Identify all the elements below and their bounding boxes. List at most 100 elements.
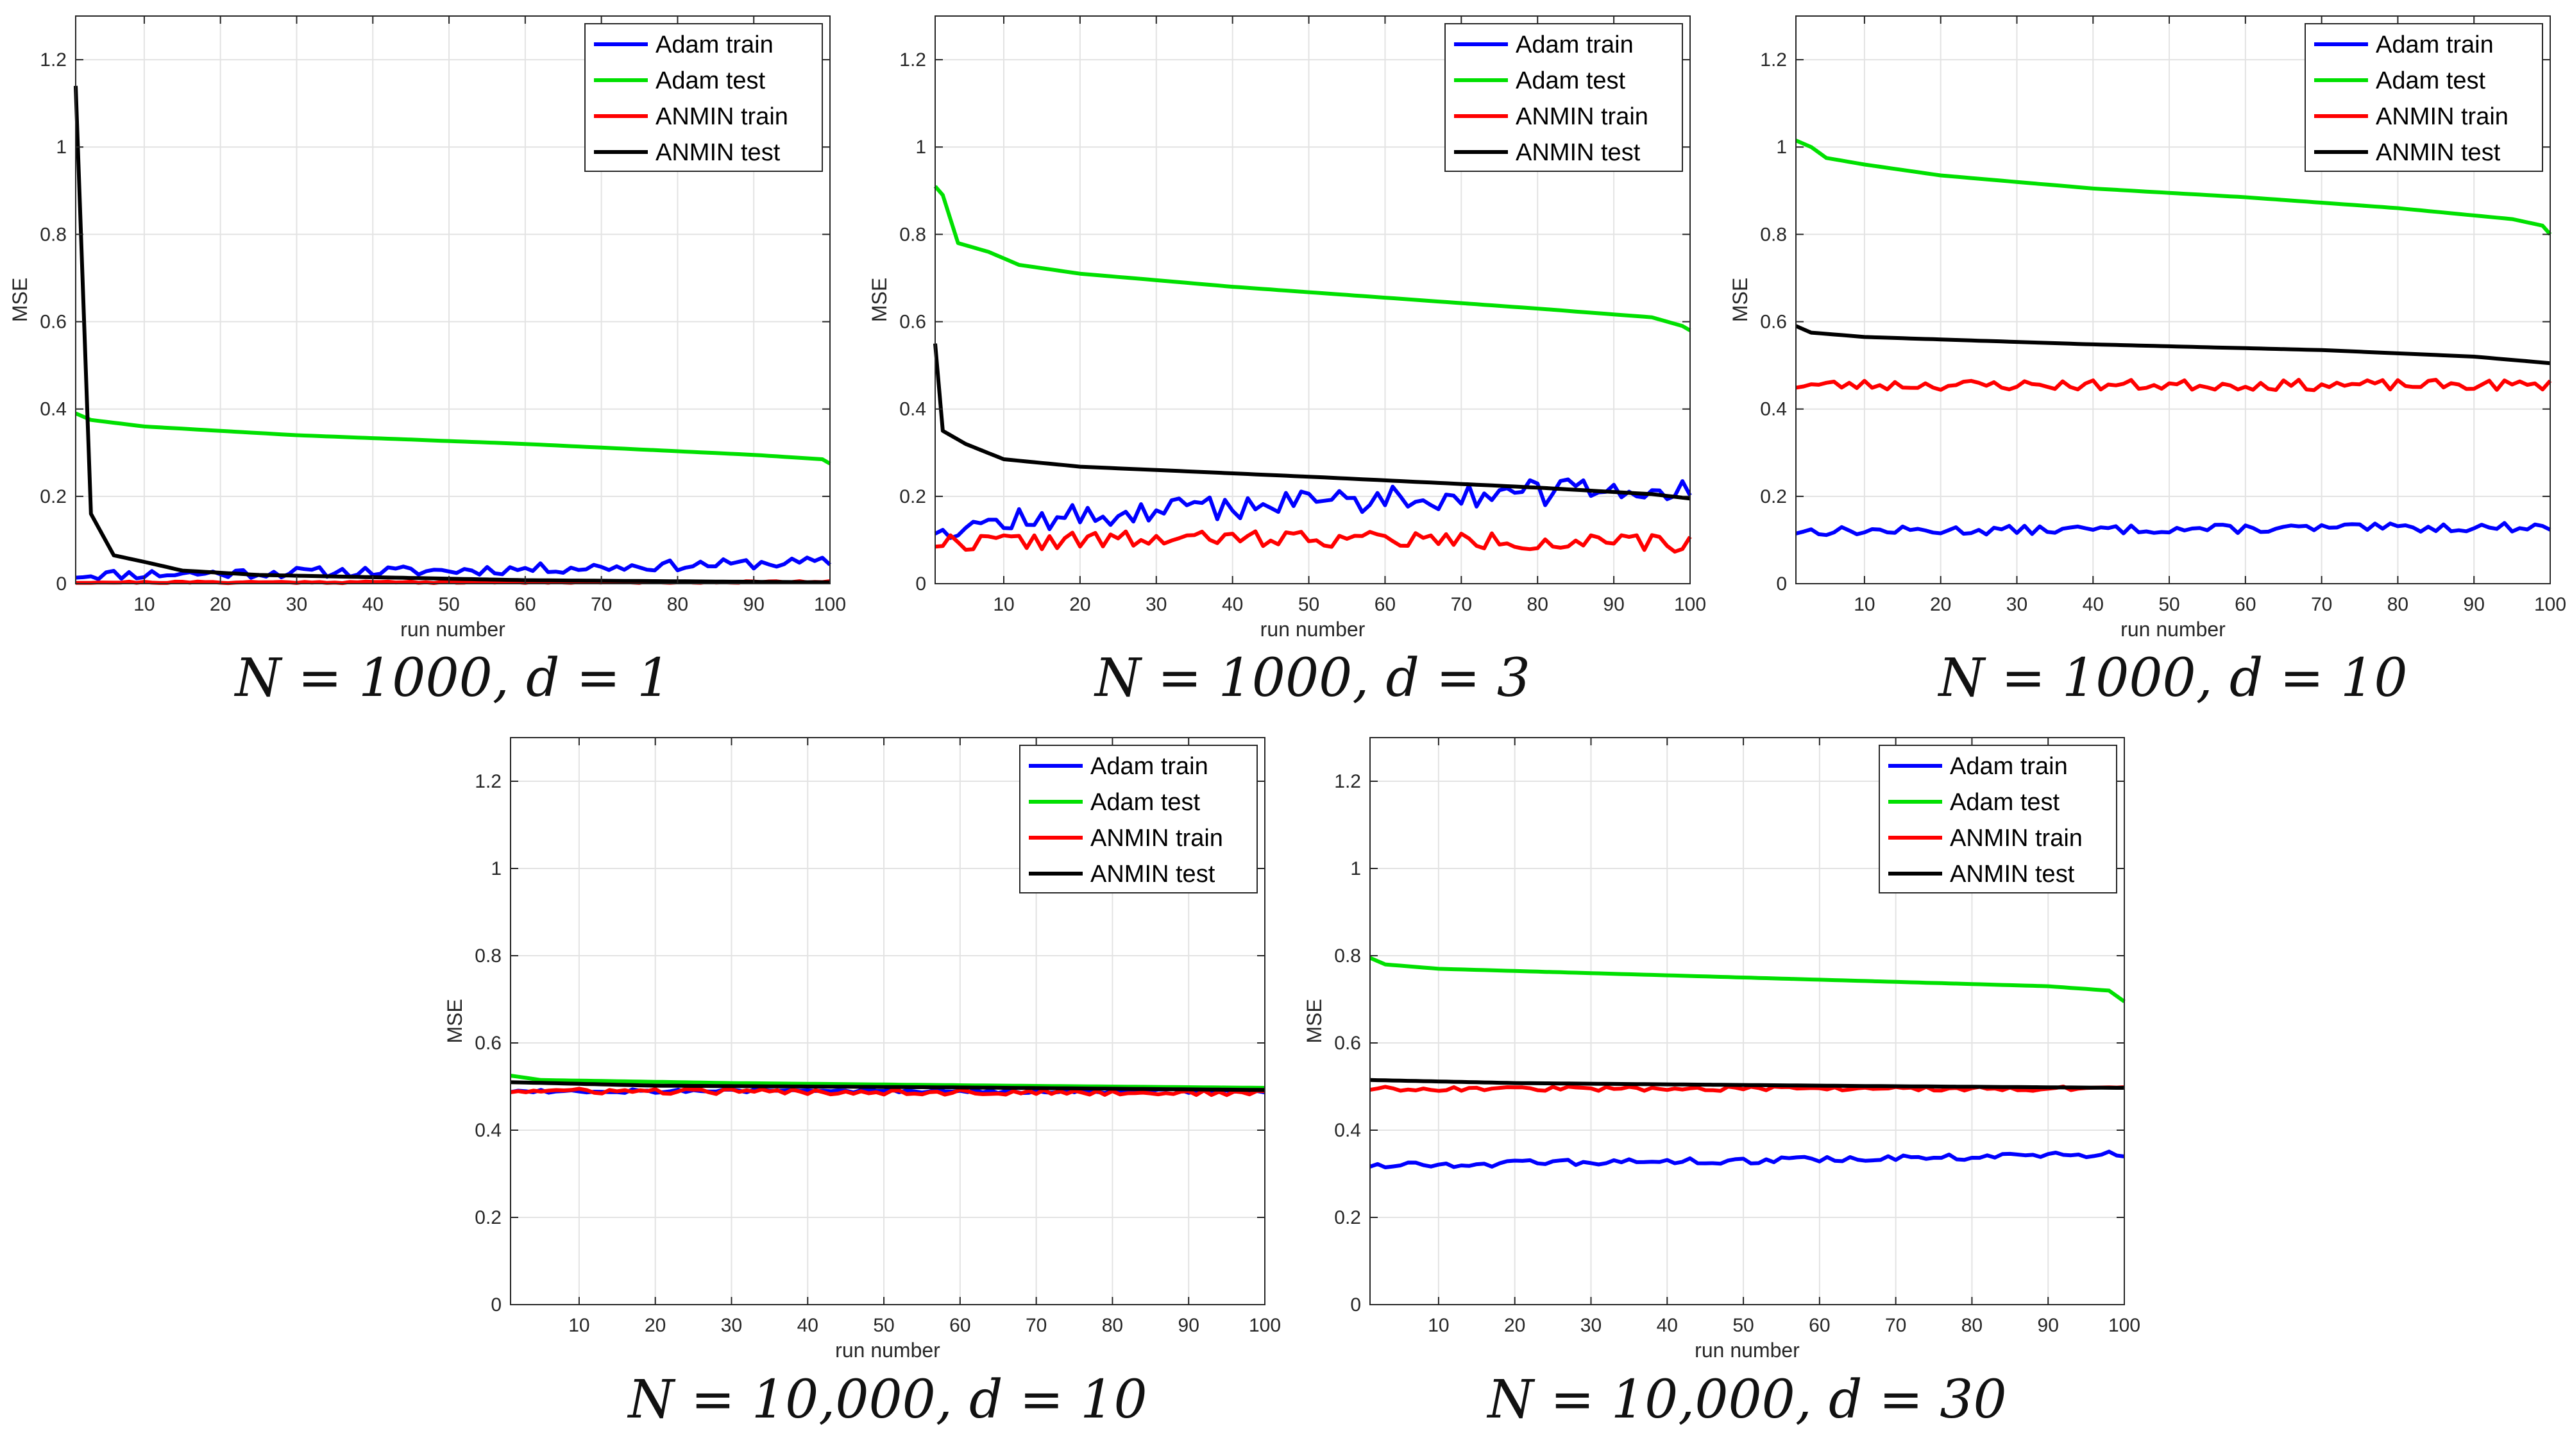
legend-box: [1879, 745, 2117, 893]
y-tick-label: 0: [1350, 1294, 1361, 1316]
series-line-anmin-train: [510, 1087, 1265, 1097]
y-tick-label: 0.8: [40, 224, 67, 245]
x-tick-label: 10: [1854, 594, 1875, 615]
y-tick-label: 0.2: [1334, 1207, 1361, 1228]
x-tick-label: 40: [1657, 1315, 1678, 1336]
x-axis-label: run number: [1695, 1339, 1800, 1362]
x-tick-label: 80: [1102, 1315, 1123, 1336]
y-axis-label: MSE: [868, 278, 891, 322]
y-tick-label: 1.2: [1760, 49, 1787, 71]
legend: Adam train Adam test ANMIN train ANMIN test: [1019, 745, 1258, 893]
series-line-adam-test: [933, 185, 1691, 332]
y-tick-label: 0.2: [40, 486, 67, 507]
x-tick-label: 20: [645, 1315, 666, 1336]
y-tick-label: 0.4: [40, 399, 67, 420]
x-tick-label: 80: [667, 594, 688, 615]
y-axis-label: MSE: [1729, 278, 1752, 322]
legend-label: ANMIN train: [656, 103, 788, 130]
y-tick-label: 0.4: [475, 1120, 502, 1141]
y-tick-label: 1: [491, 858, 502, 879]
x-tick-label: 70: [591, 594, 612, 615]
x-tick-label: 40: [1222, 594, 1243, 615]
x-tick-label: 80: [1527, 594, 1548, 615]
y-axis-label: MSE: [1303, 999, 1326, 1043]
x-tick-label: 70: [1026, 1315, 1047, 1336]
chart-panel-5: 10 20 30 40 50 60 70 80 90 100 0 0.2 0.4 0.6 0.8 1 1.2 ru…: [1303, 737, 2140, 1430]
panel-caption: N = 10,000, d = 30: [1486, 1369, 2006, 1430]
x-tick-label: 100: [814, 594, 846, 615]
series-line-adam-train: [1795, 521, 2551, 538]
x-tick-label: 30: [1146, 594, 1167, 615]
legend-box: [1019, 745, 1258, 893]
legend-label: ANMIN test: [1090, 861, 1215, 888]
series-line-anmin-test: [74, 85, 831, 584]
chart-panel-1: 10 20 30 40 50 60 70 80 90 100 0 0.2 0.4 0.6 0.8 1 1.2 ru…: [8, 15, 846, 709]
legend-box: [584, 23, 823, 172]
y-tick-label: 0.6: [40, 312, 67, 333]
y-axis-label: MSE: [8, 278, 31, 322]
x-tick-label: 90: [2038, 1315, 2059, 1336]
x-tick-label: 90: [2464, 594, 2485, 615]
y-tick-label: 1: [915, 137, 926, 158]
y-tick-label: 0: [915, 573, 926, 595]
series-line-adam-train: [1369, 1149, 2125, 1169]
x-tick-label: 90: [1178, 1315, 1199, 1336]
legend-label: ANMIN train: [1950, 825, 2083, 852]
x-tick-label: 10: [568, 1315, 589, 1336]
y-tick-label: 0.2: [475, 1207, 502, 1228]
series-line-anmin-test: [933, 343, 1691, 501]
series-line-adam-test: [74, 411, 831, 466]
legend-label: Adam test: [2376, 67, 2486, 94]
y-tick-label: 0.8: [1334, 945, 1361, 967]
x-tick-label: 100: [2108, 1315, 2140, 1336]
x-tick-label: 100: [1674, 594, 1706, 615]
y-tick-label: 0.2: [1760, 486, 1787, 507]
x-tick-label: 50: [1298, 594, 1319, 615]
x-tick-label: 90: [743, 594, 765, 615]
x-tick-label: 10: [133, 594, 155, 615]
series-line-anmin-test: [1369, 1078, 2124, 1090]
series-line-adam-train: [934, 477, 1692, 540]
series-line-anmin-test: [1795, 324, 2551, 366]
legend-label: ANMIN train: [2376, 103, 2509, 130]
x-tick-label: 60: [514, 594, 536, 615]
x-tick-label: 30: [2006, 594, 2027, 615]
y-tick-label: 0.8: [899, 224, 926, 245]
x-tick-label: 40: [2083, 594, 2104, 615]
axes-box: [935, 15, 1691, 584]
y-tick-label: 1: [56, 137, 67, 158]
x-axis-label: run number: [1260, 618, 1366, 641]
legend-label: ANMIN train: [1090, 825, 1223, 852]
series-line-adam-test: [1795, 139, 2552, 236]
legend-label: Adam test: [1516, 67, 1626, 94]
x-tick-label: 10: [993, 594, 1014, 615]
legend-box: [2305, 23, 2543, 172]
axes-box: [1795, 15, 2551, 584]
legend: Adam train Adam test ANMIN train ANMIN test: [584, 23, 823, 172]
x-tick-label: 20: [1930, 594, 1951, 615]
legend-label: Adam test: [1090, 789, 1201, 816]
legend-label: ANMIN test: [1950, 861, 2075, 888]
legend-label: ANMIN test: [2376, 139, 2501, 166]
x-tick-label: 30: [721, 1315, 742, 1336]
legend-label: Adam test: [656, 67, 766, 94]
x-tick-label: 60: [949, 1315, 970, 1336]
x-axis-label: run number: [400, 618, 505, 641]
x-tick-label: 90: [1603, 594, 1624, 615]
legend-label: ANMIN test: [656, 139, 781, 166]
axes-box: [75, 15, 831, 584]
x-tick-label: 60: [2235, 594, 2256, 615]
x-tick-label: 100: [1249, 1315, 1281, 1336]
chart-panel-2: 10 20 30 40 50 60 70 80 90 100 0 0.2 0.4 0.6 0.8 1 1.2 ru…: [868, 15, 1706, 709]
y-tick-label: 0: [491, 1294, 502, 1316]
panel-caption: N = 1000, d = 1: [234, 648, 671, 709]
x-tick-label: 50: [438, 594, 459, 615]
x-tick-label: 20: [1069, 594, 1090, 615]
y-tick-label: 0.2: [899, 486, 926, 507]
series-line-adam-train: [75, 555, 832, 581]
y-tick-label: 1.2: [475, 771, 502, 792]
x-tick-label: 40: [797, 1315, 818, 1336]
x-axis-label: run number: [835, 1339, 940, 1362]
y-tick-label: 0.8: [475, 945, 502, 967]
